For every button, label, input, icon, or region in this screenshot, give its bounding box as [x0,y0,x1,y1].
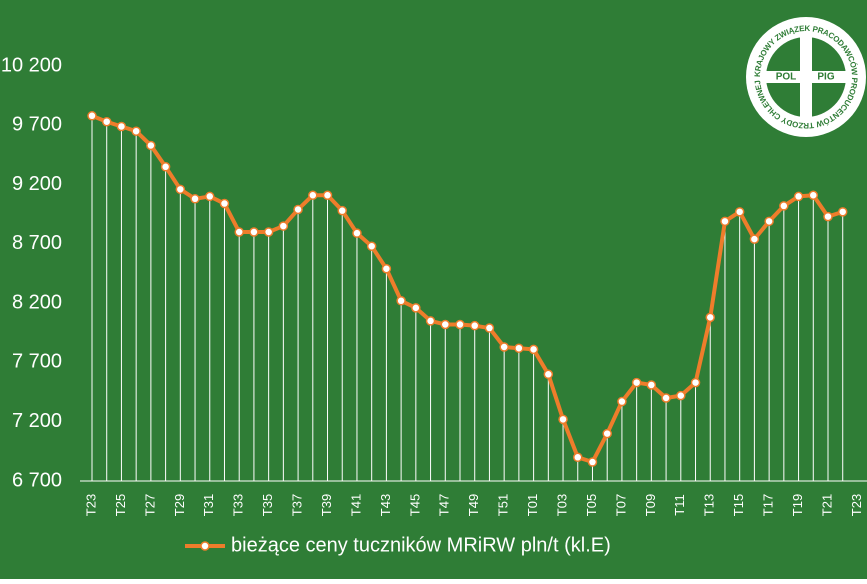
x-tick-label: T19 [790,494,805,516]
marker [573,452,583,463]
logo-left: POL [776,72,797,83]
marker [661,393,671,403]
x-tick-label: T47 [437,494,452,516]
marker [205,191,215,202]
marker [396,296,406,306]
logo-band [800,37,812,117]
x-tick-label: T33 [231,494,246,516]
marker [160,162,171,172]
marker [484,323,495,333]
marker [631,377,642,388]
marker [278,221,289,231]
x-tick-label: T11 [672,494,687,515]
marker [116,121,127,132]
x-tick-label: T05 [584,494,599,516]
x-tick-label: T15 [731,494,746,516]
marker [87,111,97,121]
marker [101,116,112,127]
y-tick-label: 9 200 [12,173,62,195]
marker [558,414,568,425]
x-tick-label: T39 [319,494,334,516]
series-line [91,113,844,465]
marker [749,234,760,244]
marker [617,396,627,407]
marker [263,227,274,237]
marker [322,190,333,200]
y-tick-label: 10 200 [1,54,62,76]
x-tick-label: T45 [407,494,422,516]
x-tick-label: T51 [496,494,511,516]
logo: KRAJOWY ZWIĄZEK PRACODAWCÓW PRODUCENTÓW … [746,17,866,137]
x-tick-label: T37 [290,494,305,516]
marker [705,312,715,323]
marker [793,191,804,202]
marker [764,216,774,227]
marker [234,227,244,237]
x-tick-label: T13 [702,494,717,516]
x-tick-label: T23 [849,494,864,516]
marker [528,344,539,355]
marker [146,140,156,151]
x-tick-label: T23 [83,494,98,516]
marker [175,184,186,195]
marker [440,319,451,330]
marker [587,457,598,467]
marker [249,227,259,237]
marker [646,380,657,390]
marker [411,303,421,313]
x-tick-label: T01 [525,494,540,516]
marker [514,343,524,353]
x-tick-label: T07 [613,494,628,516]
marker [720,216,730,227]
y-tick-label: 8 200 [12,291,62,313]
legend-marker [200,541,210,551]
x-tick-label: T35 [260,494,275,516]
marker [676,390,686,401]
marker [381,264,392,274]
x-tick-label: T17 [761,494,776,516]
x-tick-label: T31 [201,494,216,516]
y-tick-label: 8 700 [12,232,62,254]
y-tick-label: 7 700 [12,351,62,373]
logo-right: PIG [817,72,834,83]
marker [131,126,141,136]
x-tick-label: T09 [643,494,658,516]
x-tick-label: T29 [172,494,187,516]
x-tick-label: T25 [113,494,128,516]
x-tick-label: T43 [378,494,393,516]
marker [366,241,377,251]
marker [734,207,745,217]
marker [499,342,509,352]
x-tick-label: T03 [554,494,569,516]
marker [823,211,833,222]
marker [308,190,318,200]
marker [337,205,347,216]
marker [425,316,436,326]
y-tick-label: 6 700 [12,469,62,491]
x-tick-label: T49 [466,494,481,516]
y-tick-label: 9 700 [12,114,62,136]
marker [690,377,701,388]
x-tick-label: T41 [348,494,363,516]
marker [837,207,848,217]
marker [469,320,480,331]
x-tick-label: T21 [819,494,834,516]
marker [455,319,465,330]
marker [219,198,230,209]
x-tick-label: T27 [142,494,157,516]
marker [352,228,362,238]
marker [779,201,789,211]
marker [293,204,303,215]
y-tick-label: 7 200 [12,410,62,432]
marker [602,428,612,439]
marker [190,194,200,204]
legend-label: bieżące ceny tuczników MRiRW pln/t (kl.E… [231,534,611,556]
marker [543,369,554,380]
marker [808,190,819,200]
